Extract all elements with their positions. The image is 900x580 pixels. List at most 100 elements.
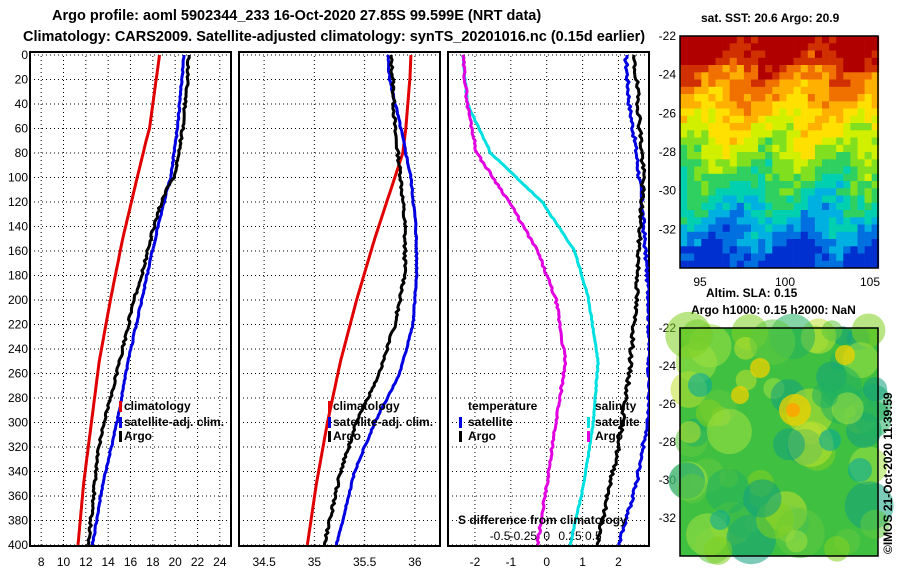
- sst-cell: [857, 246, 865, 254]
- sst-cell: [736, 166, 745, 175]
- sst-cell: [765, 43, 773, 51]
- sst-cell: [786, 188, 794, 196]
- sst-cell: [694, 246, 702, 254]
- sst-cell: [793, 224, 801, 233]
- salinity-legend: climatology satellite-adj. clim. Argo: [328, 399, 433, 443]
- sla-low: [819, 429, 841, 451]
- sst-cell: [680, 50, 688, 59]
- sst-cell: [786, 246, 794, 254]
- sst-cell: [729, 65, 738, 73]
- sst-cell: [793, 181, 801, 189]
- sst-cell: [715, 253, 723, 262]
- sst-cell: [814, 50, 823, 59]
- sst-cell: [814, 137, 823, 146]
- sst-cell: [800, 50, 809, 59]
- sst-cell: [850, 123, 858, 131]
- sst-cell: [793, 94, 801, 102]
- sst-cell: [715, 159, 723, 167]
- sst-cell: [743, 239, 752, 247]
- sst-cell: [729, 137, 738, 146]
- sst-cell: [687, 137, 695, 146]
- sst-cell: [722, 166, 730, 175]
- sst-cell: [715, 57, 723, 66]
- sla-blob: [812, 382, 839, 409]
- sst-cell: [701, 195, 709, 204]
- sst-cell: [687, 173, 695, 182]
- sst-cell: [743, 188, 752, 196]
- sst-cell: [829, 50, 837, 59]
- sst-cell: [850, 173, 858, 182]
- sst-cell: [807, 173, 816, 182]
- sst-cell: [836, 50, 844, 59]
- sst-cell: [743, 101, 752, 109]
- sst-cell: [765, 253, 773, 262]
- sst-cell: [864, 86, 872, 95]
- sst-cell: [822, 79, 830, 88]
- sst-cell: [814, 123, 823, 131]
- sla-y-tick: -28: [659, 435, 677, 449]
- sst-cell: [736, 79, 745, 88]
- sst-cell: [864, 65, 872, 73]
- sst-cell: [772, 79, 780, 88]
- sst-cell: [864, 260, 872, 269]
- sst-cell: [758, 43, 766, 51]
- sst-cell: [687, 260, 695, 269]
- sst-cell: [786, 115, 794, 124]
- sst-cell: [793, 159, 801, 167]
- sst-cell: [857, 65, 865, 73]
- sst-cell: [786, 94, 794, 102]
- sst-cell: [843, 43, 851, 51]
- sla-map-title-1: Altim. SLA: 0.15: [706, 286, 798, 300]
- sst-cell: [736, 57, 745, 66]
- sst-cell: [729, 188, 738, 196]
- sst-cell: [843, 253, 851, 262]
- sst-cell: [786, 57, 794, 66]
- sst-cell: [772, 57, 780, 66]
- sla-blob: [863, 377, 888, 402]
- difference-lines: [460, 54, 649, 546]
- sst-cell: [786, 36, 794, 44]
- sst-cell: [715, 195, 723, 204]
- sst-cell: [708, 43, 716, 51]
- sst-cell: [807, 57, 816, 66]
- sst-cell: [708, 94, 716, 102]
- sst-cell: [864, 159, 872, 167]
- sst-cell: [758, 152, 766, 160]
- y-tick-label: 60: [15, 122, 29, 136]
- sst-cell: [722, 123, 730, 131]
- sst-cell: [772, 260, 780, 269]
- sst-cell: [843, 94, 851, 102]
- sst-cell: [829, 144, 837, 153]
- sst-cell: [822, 188, 830, 196]
- sst-cell: [800, 72, 809, 80]
- sst-cell: [779, 195, 787, 204]
- sst-cell: [758, 188, 766, 196]
- sst-cell: [871, 195, 880, 204]
- climatology-line: [76, 54, 161, 546]
- sst-cell: [829, 217, 837, 225]
- sst-cell: [836, 57, 844, 66]
- sst-cell: [751, 260, 759, 269]
- sst-cell: [694, 137, 702, 146]
- sst-cell: [843, 195, 851, 204]
- sst-cell: [729, 130, 738, 138]
- sst-cell: [687, 195, 695, 204]
- sst-cell: [871, 50, 880, 59]
- sst-cell: [857, 181, 865, 189]
- sst-cell: [814, 159, 823, 167]
- sst-map-title: sat. SST: 20.6 Argo: 20.9: [701, 11, 840, 25]
- sst-cell: [800, 101, 809, 109]
- sst-cell: [736, 130, 745, 138]
- sst-cell: [829, 43, 837, 51]
- sst-cell: [701, 144, 709, 153]
- sst-cell: [729, 86, 738, 95]
- sst-cell: [836, 144, 844, 153]
- sst-cell: [864, 115, 872, 124]
- sst-cell: [751, 108, 759, 117]
- sst-cell: [822, 152, 830, 160]
- sst-cell: [843, 159, 851, 167]
- sst-cell: [687, 188, 695, 196]
- sst-cell: [779, 57, 787, 66]
- sst-cell: [715, 94, 723, 102]
- sst-cell: [765, 123, 773, 131]
